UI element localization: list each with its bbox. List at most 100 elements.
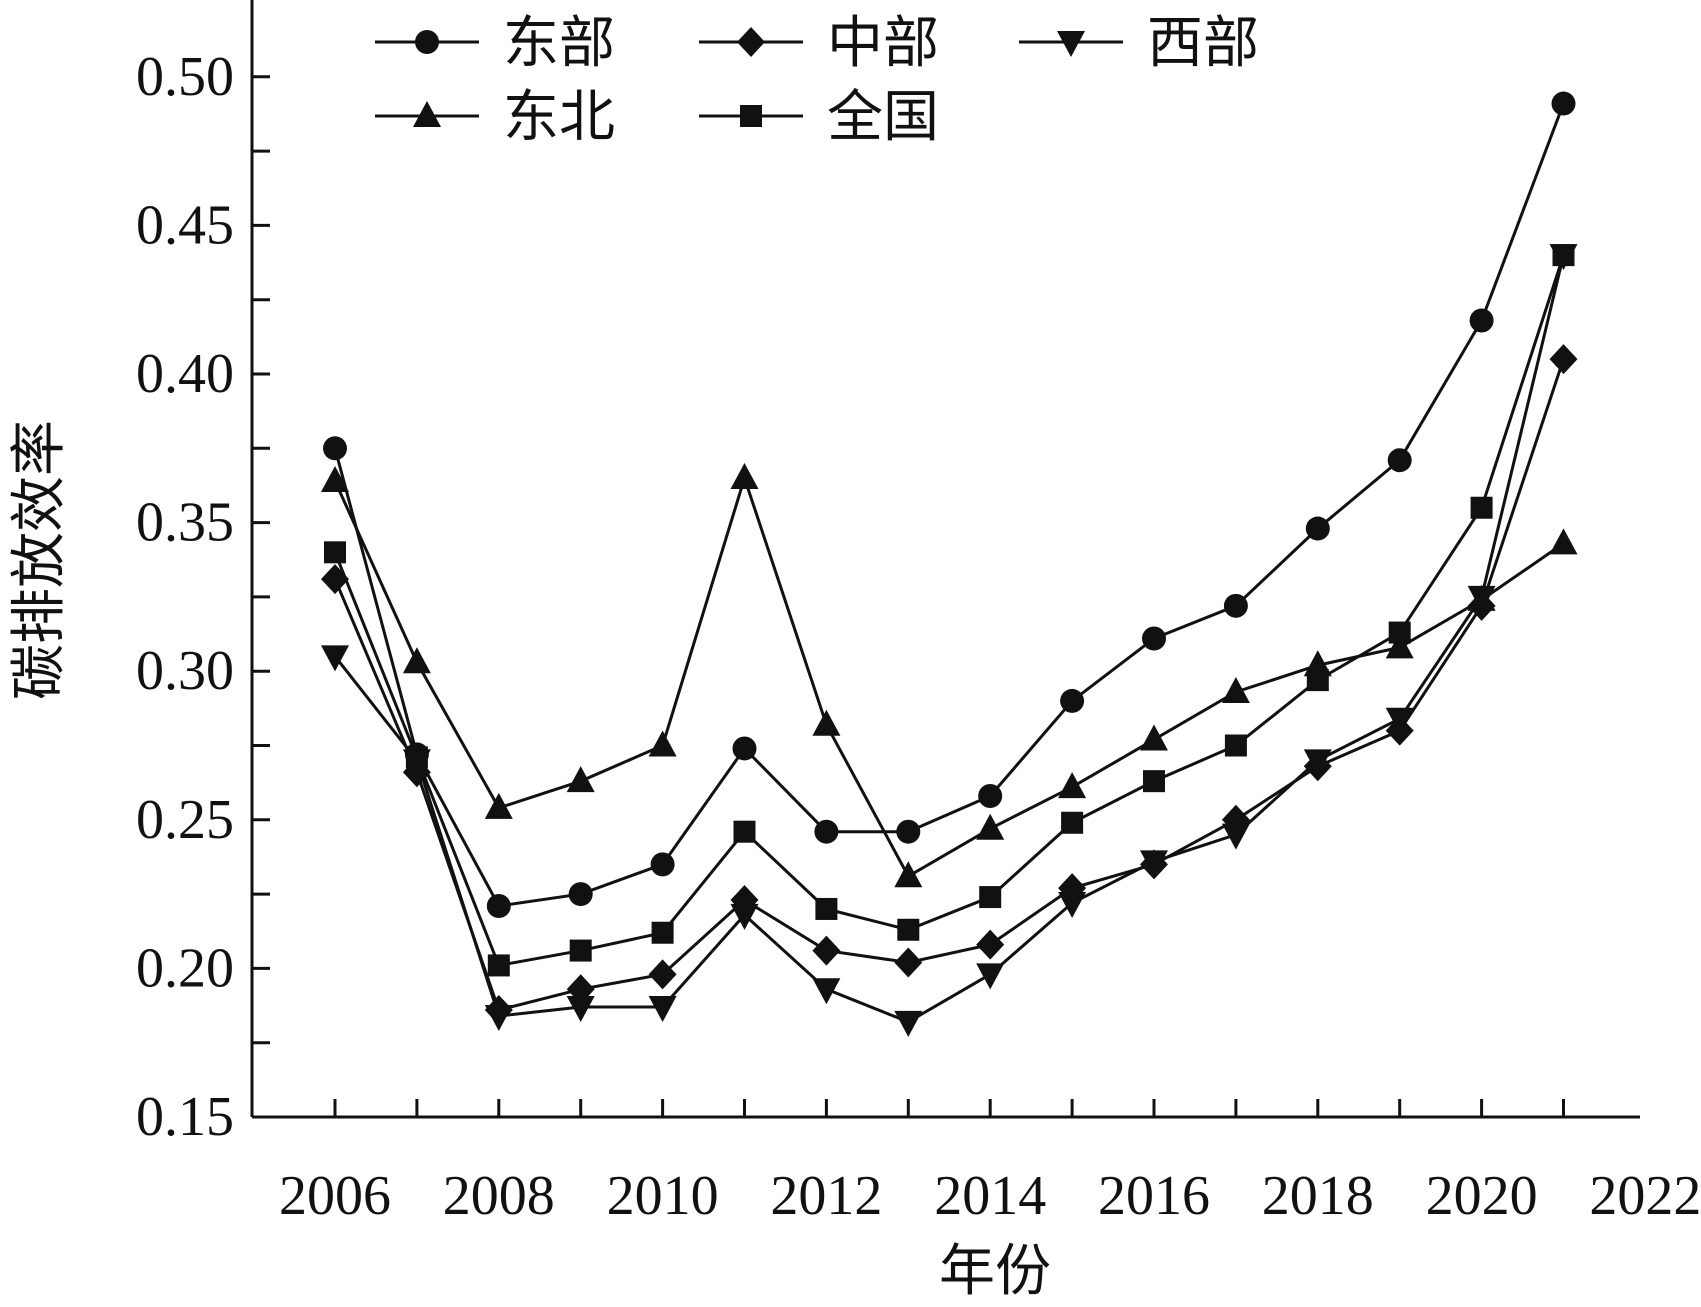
y-tick-label: 0.30 <box>136 640 234 702</box>
legend-marker <box>1057 31 1085 57</box>
data-point <box>1385 707 1414 734</box>
data-point <box>569 939 592 962</box>
data-point <box>650 852 675 877</box>
y-tick-label: 0.40 <box>136 343 234 405</box>
data-point <box>1223 593 1248 618</box>
y-tick-label: 0.45 <box>136 194 234 256</box>
legend-item: 全国 <box>699 85 939 150</box>
legend-item: 西部 <box>1019 11 1259 76</box>
data-point <box>976 813 1005 840</box>
data-point <box>486 893 511 918</box>
data-point <box>1140 724 1168 751</box>
data-point <box>976 929 1005 960</box>
data-point <box>1221 677 1250 704</box>
data-point <box>484 1004 513 1031</box>
data-point <box>1058 772 1087 799</box>
x-tick-label: 2008 <box>443 1165 555 1227</box>
series-square <box>324 244 1575 977</box>
data-point <box>978 784 1003 809</box>
legend-marker <box>415 30 439 54</box>
data-point <box>324 541 346 564</box>
data-point <box>1058 892 1087 919</box>
data-point <box>651 921 674 944</box>
x-tick-label: 2010 <box>607 1165 719 1227</box>
data-point <box>1221 823 1250 850</box>
x-axis-title: 年份 <box>939 1239 1051 1304</box>
x-tick-label: 2022 <box>1589 1165 1701 1227</box>
data-point <box>566 766 595 793</box>
data-point <box>976 963 1005 990</box>
data-point <box>894 861 923 888</box>
data-point <box>402 647 431 674</box>
legend-marker <box>740 105 762 127</box>
data-point <box>1142 626 1166 651</box>
data-point <box>1060 688 1085 713</box>
legend-label: 东部 <box>503 11 615 76</box>
legend-item: 东部 <box>375 11 615 76</box>
data-point <box>730 463 759 490</box>
data-point <box>897 918 920 941</box>
data-point <box>484 792 513 819</box>
data-point <box>1306 669 1329 692</box>
legend-label: 西部 <box>1147 11 1259 76</box>
data-point <box>1551 91 1576 116</box>
data-point <box>648 730 677 757</box>
data-point <box>1303 749 1332 776</box>
series-circle <box>323 91 1576 918</box>
y-axis-title: 碳排放效率 <box>7 420 72 700</box>
data-point <box>1140 850 1168 877</box>
data-point <box>894 1010 923 1037</box>
data-point <box>1470 496 1493 519</box>
data-point <box>568 882 593 907</box>
series-triangle-up <box>321 463 1578 888</box>
data-point <box>732 736 757 761</box>
data-point <box>566 996 595 1023</box>
legend-label: 全国 <box>827 85 939 150</box>
data-point <box>894 947 923 978</box>
data-point <box>979 886 1002 909</box>
legend-label: 东北 <box>503 85 615 150</box>
series-line <box>333 254 1565 1024</box>
series-line <box>333 103 1565 908</box>
y-tick-label: 0.50 <box>136 46 234 108</box>
data-point <box>814 819 839 844</box>
data-point <box>1552 244 1575 267</box>
axes <box>250 0 1640 1119</box>
data-point <box>321 465 349 492</box>
legend-item: 东北 <box>375 85 615 150</box>
data-point <box>1061 811 1084 834</box>
x-tick-label: 2018 <box>1262 1165 1374 1227</box>
data-point <box>1305 516 1330 541</box>
y-tick-label: 0.15 <box>136 1086 234 1148</box>
data-point <box>405 746 428 769</box>
data-point <box>1143 770 1165 793</box>
data-point <box>1549 528 1578 555</box>
x-tick-label: 2006 <box>279 1165 391 1227</box>
data-point <box>815 897 838 920</box>
data-point <box>1387 448 1412 473</box>
data-point <box>648 959 677 990</box>
data-point <box>812 709 841 736</box>
series-line <box>333 358 1565 1012</box>
data-point <box>1388 621 1411 644</box>
x-tick-label: 2012 <box>770 1165 882 1227</box>
y-tick-label: 0.35 <box>136 492 234 554</box>
legend-marker <box>737 27 765 57</box>
data-point <box>648 996 677 1023</box>
data-point <box>323 436 347 461</box>
legend-item: 中部 <box>699 11 939 76</box>
series-diamond <box>321 344 1578 1026</box>
data-point <box>487 954 510 977</box>
data-point <box>1467 584 1496 611</box>
legend-marker <box>413 101 441 127</box>
x-tick-label: 2016 <box>1098 1165 1210 1227</box>
series-line <box>333 473 1565 879</box>
y-ticks: 0.15 0.20 0.25 0.30 0.35 0.40 0.45 0.50 <box>136 46 270 1148</box>
data-point <box>730 903 759 930</box>
x-tick-label: 2020 <box>1426 1165 1538 1227</box>
data-point <box>896 819 921 844</box>
data-point <box>321 645 349 672</box>
series-layer <box>321 91 1578 1037</box>
